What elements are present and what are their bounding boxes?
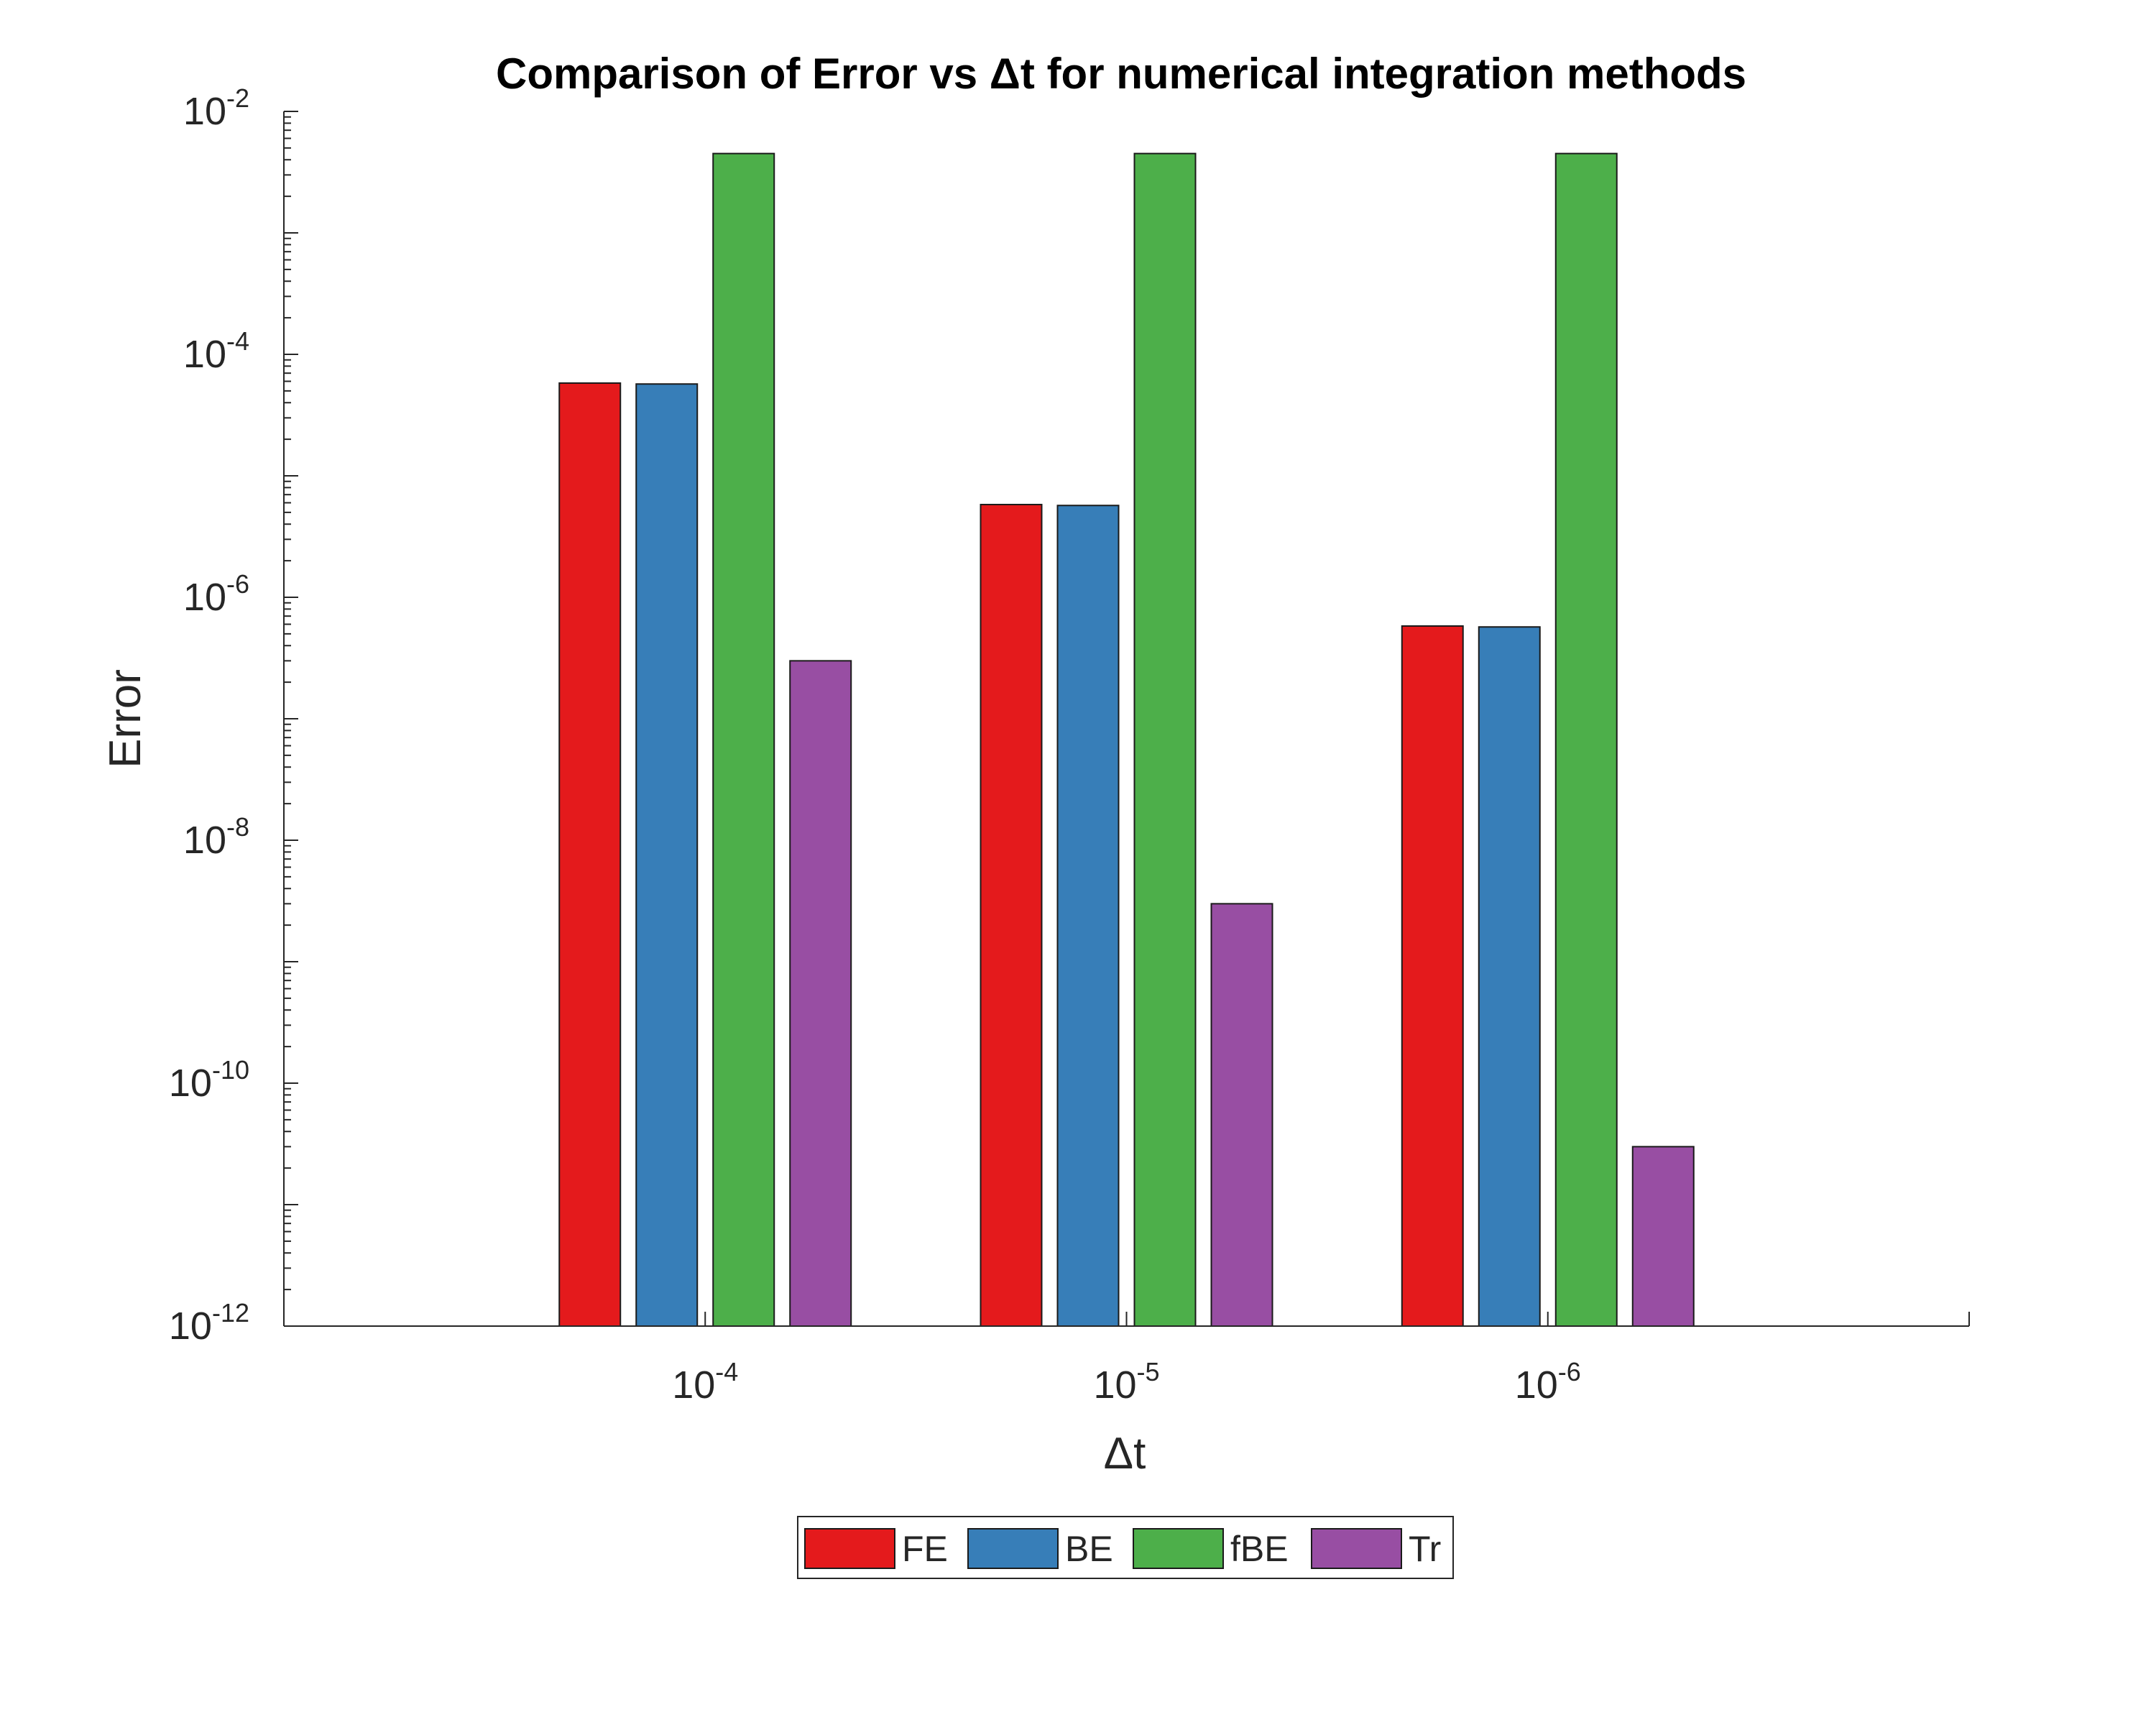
y-tick-label-base: 10: [183, 576, 226, 619]
y-tick-label: 10-2: [183, 83, 249, 133]
y-tick-label: 10-8: [183, 812, 249, 862]
y-axis-label: Error: [101, 669, 150, 768]
legend-label-be: BE: [1065, 1529, 1113, 1569]
bar-be: [635, 383, 699, 1327]
y-tick-label: 10-10: [169, 1055, 249, 1105]
bar-tr: [1631, 1146, 1695, 1327]
legend: FE BE fBE Tr: [797, 1516, 1454, 1579]
bar-fe: [980, 503, 1043, 1327]
bar-fbe: [1133, 152, 1197, 1328]
legend-swatch-fbe: [1133, 1528, 1224, 1569]
y-tick-label-base: 10: [183, 90, 226, 133]
legend-label-fe: FE: [902, 1529, 948, 1569]
chart-title: Comparison of Error vs Δt for numerical …: [496, 50, 1746, 98]
y-tick-label-exponent: -8: [226, 812, 249, 842]
legend-label-tr: Tr: [1409, 1529, 1441, 1569]
y-tick-label-base: 10: [169, 1305, 212, 1348]
x-tick-label: 10-5: [1093, 1357, 1159, 1407]
y-tick-label-base: 10: [169, 1062, 212, 1105]
x-ticks: 10-4 10-5 10-6: [672, 1312, 1970, 1407]
legend-items: FE BE fBE Tr: [804, 1528, 1441, 1569]
x-axis-label: Δt: [1104, 1429, 1146, 1478]
bar-be: [1478, 626, 1541, 1327]
bar-tr: [1210, 903, 1273, 1327]
legend-label-fbe: fBE: [1230, 1529, 1289, 1569]
y-tick-label-exponent: -6: [226, 569, 249, 599]
x-tick-label-base: 10: [1093, 1363, 1136, 1407]
legend-swatch-be: [967, 1528, 1059, 1569]
x-tick-label-base: 10: [1515, 1363, 1558, 1407]
x-tick-label-exponent: -5: [1137, 1357, 1160, 1386]
bar-fbe: [1554, 152, 1618, 1328]
x-tick-label: 10-4: [672, 1357, 738, 1407]
y-tick-label-exponent: -4: [226, 326, 249, 356]
bar-fe: [1401, 625, 1464, 1327]
bar-fe: [558, 382, 622, 1327]
y-tick-label: 10-12: [169, 1298, 249, 1348]
y-tick-label-base: 10: [183, 333, 226, 376]
x-tick-label-base: 10: [672, 1363, 715, 1407]
bar-fbe: [712, 152, 775, 1328]
y-tick-label-exponent: -12: [212, 1298, 249, 1328]
x-tick-label: 10-6: [1515, 1357, 1581, 1407]
y-tick-label: 10-4: [183, 326, 249, 376]
y-tick-label-exponent: -2: [226, 83, 249, 113]
x-tick-label-exponent: -4: [715, 1357, 738, 1386]
bar-be: [1056, 505, 1120, 1327]
legend-swatch-tr: [1311, 1528, 1402, 1569]
y-tick-label-base: 10: [183, 819, 226, 862]
x-tick-label-exponent: -6: [1558, 1357, 1581, 1386]
bar-tr: [789, 660, 852, 1327]
y-tick-label: 10-6: [183, 569, 249, 619]
legend-swatch-fe: [804, 1528, 895, 1569]
y-tick-label-exponent: -10: [212, 1055, 249, 1085]
bars-group: [558, 152, 1695, 1328]
